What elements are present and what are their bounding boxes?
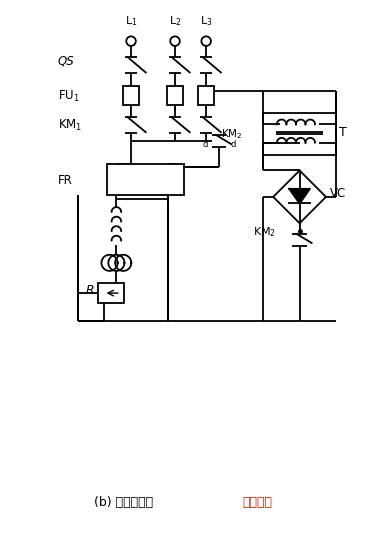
Text: 绕组并联: 绕组并联 <box>243 496 273 510</box>
Text: KM$_1$: KM$_1$ <box>58 118 82 133</box>
Bar <box>98 283 124 303</box>
Text: KM$_2$: KM$_2$ <box>253 225 276 239</box>
Text: L$_3$: L$_3$ <box>200 14 212 28</box>
Polygon shape <box>289 189 310 204</box>
Text: L$_2$: L$_2$ <box>169 14 181 28</box>
Text: d: d <box>230 140 235 149</box>
Text: FU$_1$: FU$_1$ <box>58 88 80 103</box>
Text: KM$_2$: KM$_2$ <box>221 127 243 141</box>
Bar <box>123 86 139 104</box>
Text: (b) 单相桥式、: (b) 单相桥式、 <box>94 496 154 510</box>
Text: L$_1$: L$_1$ <box>125 14 137 28</box>
Text: $R$: $R$ <box>85 284 94 297</box>
Text: QS: QS <box>58 55 74 68</box>
Text: d: d <box>202 140 208 149</box>
Bar <box>263 112 336 155</box>
Bar <box>107 164 184 195</box>
Bar <box>167 86 183 104</box>
Bar <box>198 86 214 104</box>
Text: VC: VC <box>330 187 346 200</box>
Text: T: T <box>339 126 347 139</box>
Text: FR: FR <box>58 174 73 187</box>
